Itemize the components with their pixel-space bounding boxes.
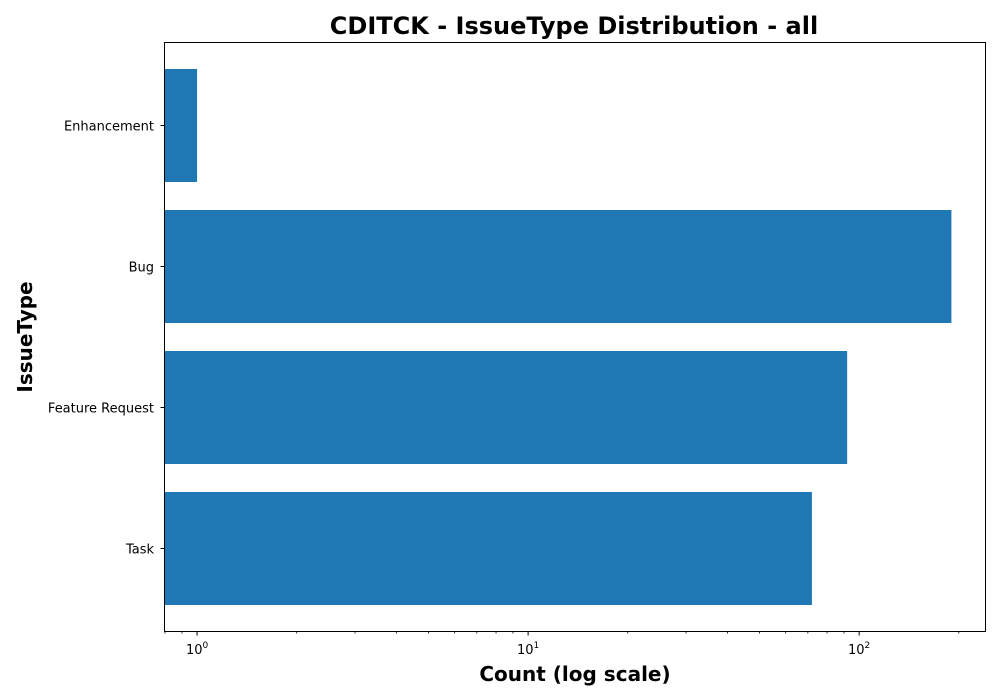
x-tick-label: 102 (848, 641, 870, 658)
bar-bug (165, 210, 952, 323)
y-tick-label: Task (125, 543, 155, 558)
bar-feature-request (165, 351, 848, 464)
y-axis-ticks: Enhancement Bug Feature Request Task (48, 120, 165, 558)
bar-task (165, 492, 812, 605)
y-tick-label: Enhancement (64, 120, 154, 135)
plot-area-frame (164, 42, 986, 632)
bar-enhancement (165, 69, 198, 182)
y-tick-label: Bug (129, 261, 154, 276)
chart-title: CDITCK - IssueType Distribution - all (330, 12, 818, 40)
bars-layer (165, 69, 952, 605)
x-axis-label: Count (log scale) (479, 662, 670, 686)
y-tick-label: Feature Request (48, 402, 154, 417)
x-axis-ticks: 100 101 102 (164, 631, 960, 658)
x-tick-label: 101 (517, 641, 539, 658)
x-tick-label: 100 (186, 641, 209, 658)
y-axis-label: IssueType (13, 281, 37, 392)
